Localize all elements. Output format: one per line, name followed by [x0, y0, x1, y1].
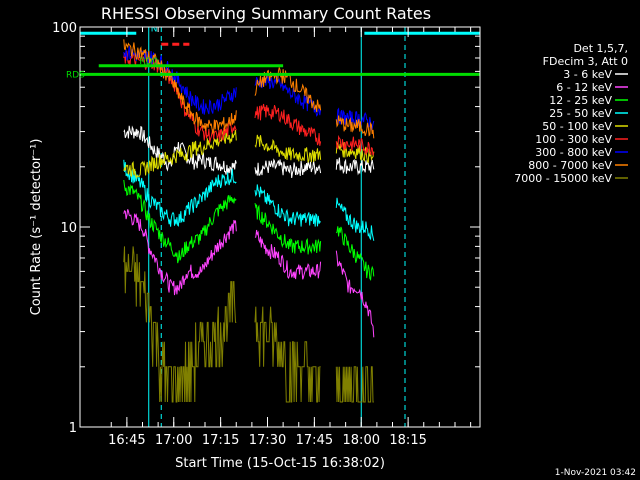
plot-area: RD0 N	[80, 24, 480, 427]
rd0-label: RD0	[139, 57, 158, 67]
n-label: N	[151, 24, 158, 34]
legend-label: 100 - 300 keV	[535, 133, 612, 146]
y-tick-label: 1	[69, 421, 77, 436]
legend-label: 6 - 12 keV	[556, 81, 612, 94]
y-tick-label: 10	[60, 221, 77, 236]
legend-label: 7000 - 15000 keV	[514, 172, 612, 185]
footer-timestamp: 1-Nov-2021 03:42	[555, 468, 636, 478]
series-line	[123, 246, 374, 403]
x-tick-label: 17:15	[202, 433, 239, 448]
x-axis: 16:45 17:00 17:15 17:30 17:45 18:00 18:15	[108, 27, 472, 448]
rds-label: RDS	[66, 70, 85, 80]
x-tick-label: 16:45	[108, 433, 145, 448]
series-line	[123, 46, 375, 131]
y-axis: 1 10 100	[52, 21, 480, 436]
legend-label: 12 - 25 keV	[549, 94, 612, 107]
chart-title: RHESSI Observing Summary Count Rates	[101, 4, 431, 23]
x-tick-label: 18:15	[389, 433, 426, 448]
x-axis-label: Start Time (15-Oct-15 16:38:02)	[175, 456, 385, 471]
y-axis-label: Count Rate (s⁻¹ detector⁻¹)	[29, 139, 44, 316]
x-tick-label: 18:00	[343, 433, 380, 448]
legend-label: 3 - 6 keV	[563, 68, 612, 81]
legend-label: 800 - 7000 keV	[528, 159, 612, 172]
legend-label: 50 - 100 keV	[542, 120, 612, 133]
series-group: RD0 N	[80, 24, 480, 427]
x-tick-label: 17:30	[249, 433, 286, 448]
legend-header: Det 1,5,7,	[573, 42, 628, 55]
legend-header: FDecim 3, Att 0	[543, 55, 628, 68]
legend-label: 25 - 50 keV	[549, 107, 612, 120]
series-line	[123, 159, 375, 241]
legend-label: 300 - 800 keV	[535, 146, 612, 159]
y-tick-label: 100	[52, 21, 77, 36]
series-line	[123, 209, 375, 338]
x-tick-label: 17:45	[296, 433, 333, 448]
series-line	[123, 179, 375, 281]
x-tick-label: 17:00	[155, 433, 192, 448]
